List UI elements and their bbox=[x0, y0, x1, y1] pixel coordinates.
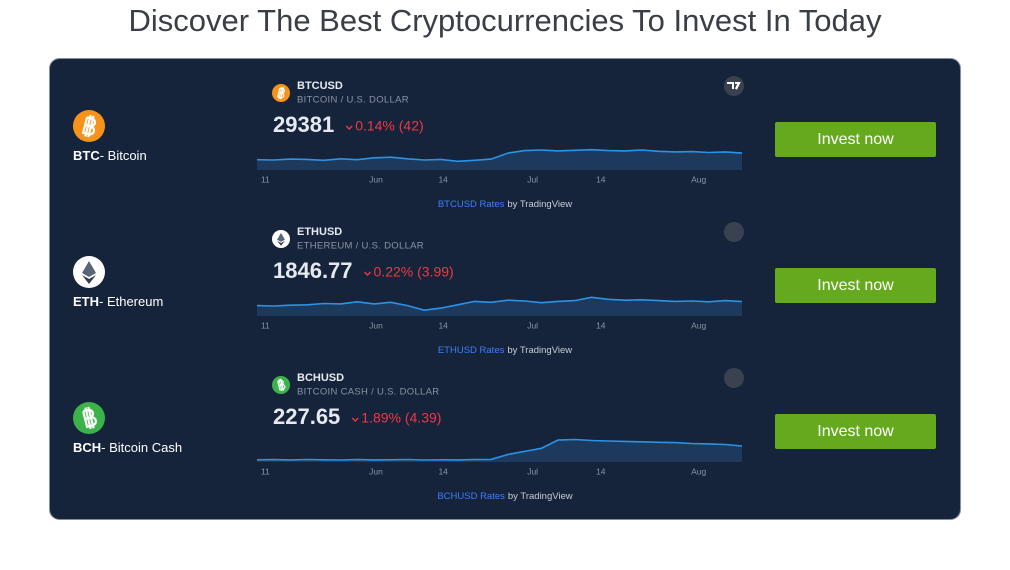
coin-name: - Bitcoin Cash bbox=[101, 440, 182, 455]
x-axis-label: 14 bbox=[438, 174, 448, 184]
sparkline-area bbox=[257, 149, 742, 170]
attribution: BCHUSD Rates by TradingView bbox=[437, 491, 572, 502]
panel bbox=[49, 58, 961, 520]
x-axis-label: Jun bbox=[369, 466, 383, 476]
price: 227.65 bbox=[273, 404, 340, 429]
crypto-row: ETH- Ethereum ETHUSD ETHEREUM / U.S. DOLLA… bbox=[73, 82, 936, 356]
attribution-text: by TradingView bbox=[507, 345, 572, 356]
coin-label: ETH- Ethereum bbox=[73, 294, 163, 309]
attribution-text: by TradingView bbox=[508, 491, 573, 502]
x-axis-label: Aug bbox=[691, 466, 706, 476]
page-title: Discover The Best Cryptocurrencies To In… bbox=[129, 3, 882, 38]
tradingview-logo bbox=[724, 368, 744, 388]
attribution-text: by TradingView bbox=[507, 199, 572, 210]
x-axis-label: Aug bbox=[691, 174, 706, 184]
x-axis-label: Aug bbox=[691, 320, 706, 330]
symbol-description: ETHEREUM / U.S. DOLLAR bbox=[297, 241, 424, 252]
coin-code: BCH bbox=[73, 440, 101, 455]
coin-code: ETH bbox=[73, 294, 99, 309]
coin-code: BTC bbox=[73, 148, 100, 163]
coin-glyph bbox=[276, 86, 285, 100]
x-axis-label: Jun bbox=[369, 320, 383, 330]
x-axis-label: 14 bbox=[596, 174, 606, 184]
attribution-link[interactable]: ETHUSD Rates bbox=[438, 345, 505, 356]
price-change: 1.89% (4.39) bbox=[361, 410, 441, 426]
tradingview-widget: BTCUSD BITCOIN / U.S. DOLLAR 29381 0.14% (4… bbox=[256, 76, 744, 210]
attribution: BTCUSD Rates by TradingView bbox=[438, 199, 572, 210]
x-axis-label: 11 bbox=[261, 466, 270, 476]
x-axis-label: 14 bbox=[596, 466, 606, 476]
symbol-description: BITCOIN CASH / U.S. DOLLAR bbox=[297, 387, 439, 398]
coin-glyph bbox=[82, 275, 96, 284]
sparkline bbox=[256, 438, 743, 461]
change-arrow bbox=[364, 271, 372, 276]
symbol: BTCUSD bbox=[297, 80, 343, 92]
invest-button-bg bbox=[775, 122, 936, 157]
change-arrow bbox=[351, 417, 359, 422]
invest-button-label: Invest now bbox=[817, 131, 894, 148]
price-change: 0.14% (42) bbox=[355, 118, 423, 134]
sparkline-area bbox=[257, 297, 742, 316]
change-arrow bbox=[345, 125, 353, 130]
price: 29381 bbox=[273, 112, 334, 137]
coin-name: - Ethereum bbox=[99, 294, 163, 309]
x-axis-label: Jul bbox=[527, 466, 538, 476]
invest-button[interactable]: Invest now bbox=[775, 414, 936, 449]
invest-button[interactable]: Invest now bbox=[775, 122, 936, 157]
coin-label: BCH- Bitcoin Cash bbox=[73, 440, 182, 455]
coin-name: - Bitcoin bbox=[100, 148, 147, 163]
attribution: ETHUSD Rates by TradingView bbox=[438, 345, 572, 356]
symbol-description: BITCOIN / U.S. DOLLAR bbox=[297, 95, 409, 106]
coin-glyph bbox=[277, 232, 285, 242]
coin-glyph bbox=[82, 261, 96, 277]
coin-glyph bbox=[82, 406, 97, 430]
coin-glyph bbox=[81, 114, 96, 138]
x-axis-label: 11 bbox=[261, 174, 270, 184]
coin-label: BTC- Bitcoin bbox=[73, 148, 147, 163]
x-axis-label: Jul bbox=[527, 320, 538, 330]
sparkline bbox=[256, 296, 743, 312]
tradingview-widget: BCHUSD BITCOIN CASH / U.S. DOLLAR 227.65 1.… bbox=[256, 82, 744, 502]
sparkline-area bbox=[257, 439, 742, 462]
attribution-link[interactable]: BCHUSD Rates bbox=[437, 491, 505, 502]
invest-button-bg bbox=[775, 414, 936, 449]
invest-button[interactable]: Invest now bbox=[775, 268, 936, 303]
x-axis-label: 14 bbox=[438, 320, 448, 330]
price: 1846.77 bbox=[273, 258, 353, 283]
x-axis-label: 14 bbox=[596, 320, 606, 330]
x-axis-label: 14 bbox=[438, 466, 448, 476]
x-axis-label: Jul bbox=[527, 174, 538, 184]
attribution-link[interactable]: BTCUSD Rates bbox=[438, 199, 505, 210]
price-change: 0.22% (3.99) bbox=[374, 264, 454, 280]
symbol: ETHUSD bbox=[297, 226, 342, 238]
tradingview-logo bbox=[724, 222, 744, 242]
coin-glyph bbox=[277, 378, 286, 392]
tradingview-logo-mark bbox=[727, 82, 741, 90]
tradingview-widget: ETHUSD ETHEREUM / U.S. DOLLAR 1846.77 0.22%… bbox=[256, 82, 744, 356]
invest-button-label: Invest now bbox=[817, 277, 894, 294]
sparkline bbox=[256, 148, 743, 163]
crypto-row: BCH- Bitcoin Cash BCHUSD BITCOIN CASH / U.… bbox=[73, 82, 936, 502]
invest-button-bg bbox=[775, 268, 936, 303]
x-axis-label: Jun bbox=[369, 174, 383, 184]
crypto-row: BTC- Bitcoin BTCUSD BITCOIN / U.S. DOLLAR 2… bbox=[73, 76, 936, 210]
coin-glyph bbox=[277, 240, 285, 246]
x-axis-label: 11 bbox=[261, 320, 270, 330]
symbol: BCHUSD bbox=[297, 372, 344, 384]
invest-button-label: Invest now bbox=[817, 423, 894, 440]
